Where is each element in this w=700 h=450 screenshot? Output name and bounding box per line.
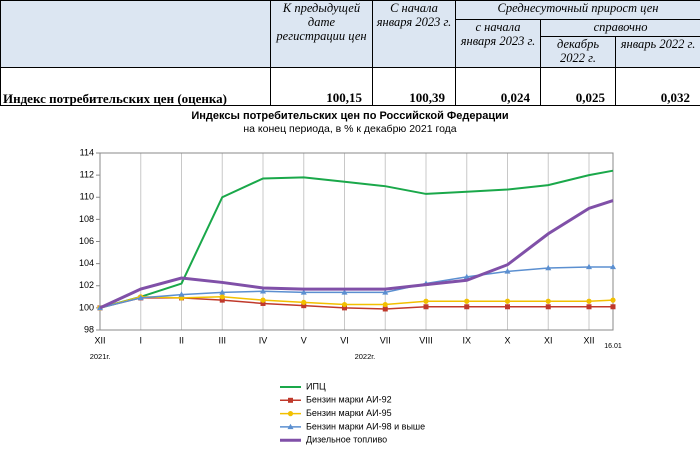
x-tick-label: 16.01 [604, 343, 622, 350]
legend-label: Дизельное топливо [306, 435, 387, 445]
marker [610, 304, 616, 310]
y-tick-label: 100 [79, 302, 94, 312]
marker [610, 297, 616, 303]
x-tick-label: III [218, 335, 226, 345]
marker [260, 300, 266, 306]
y-tick-label: 104 [79, 258, 94, 268]
cell: 100,39 [372, 67, 456, 106]
chart-subtitle: на конец периода, в % к декабрю 2021 год… [243, 123, 456, 135]
marker [586, 298, 592, 304]
y-tick-label: 112 [80, 170, 94, 180]
marker [382, 301, 388, 308]
header-cell: январь 2022 г. [614, 36, 700, 68]
legend-label: ИПЦ [306, 381, 326, 391]
marker [341, 289, 348, 295]
marker [342, 305, 347, 311]
x-tick-label: II [179, 335, 184, 345]
marker [178, 291, 185, 297]
marker [219, 294, 225, 300]
series-line [99, 297, 613, 310]
legend-label: Бензин марки АИ-92 [306, 395, 392, 405]
header-empty [0, 0, 271, 68]
marker [504, 298, 511, 304]
year-label: 2022г. [355, 352, 376, 361]
marker [287, 411, 294, 417]
marker [504, 268, 511, 274]
x-tick-label: XII [94, 335, 105, 345]
marker [586, 304, 592, 310]
x-tick-label: X [504, 335, 510, 345]
x-tick-label: V [301, 335, 307, 345]
marker [545, 298, 551, 304]
marker [260, 288, 266, 294]
marker [300, 289, 307, 295]
header-cell: декабрь 2022 г. [540, 36, 616, 68]
series-line [99, 169, 614, 309]
cell: 0,024 [455, 67, 541, 106]
marker [464, 298, 470, 304]
cell: 100,15 [270, 67, 373, 106]
marker [137, 294, 144, 301]
y-tick-label: 106 [79, 236, 94, 246]
x-tick-label: XII [583, 335, 594, 345]
x-tick-label: IV [259, 335, 268, 345]
marker [341, 301, 348, 308]
marker [219, 289, 226, 295]
marker [464, 304, 470, 310]
series-line [99, 199, 614, 310]
y-tick-label: 102 [79, 280, 94, 290]
marker [463, 273, 470, 280]
row-label: Индекс потребительских цен (оценка) [0, 67, 271, 106]
header-cell: С начала января 2023 г. [372, 0, 456, 68]
series-line [99, 296, 614, 309]
marker [219, 297, 225, 303]
cell: 0,032 [614, 67, 700, 106]
x-tick-label: IX [462, 335, 471, 345]
marker [382, 289, 389, 295]
marker [288, 397, 293, 403]
marker [423, 304, 429, 310]
marker [586, 263, 592, 270]
marker [287, 423, 294, 430]
y-tick-label: 108 [79, 214, 94, 224]
price-table: К предыдущей дате регистрации цен С нача… [0, 0, 700, 106]
x-tick-label: VI [340, 335, 349, 345]
x-tick-label: I [139, 335, 142, 345]
chart: Индексы потребительских цен по Российско… [79, 110, 622, 445]
marker [260, 297, 266, 303]
marker [610, 263, 616, 270]
y-tick-label: 114 [80, 147, 94, 157]
marker [545, 304, 551, 310]
chart-title: Индексы потребительских цен по Российско… [191, 110, 508, 122]
legend-label: Бензин марки АИ-98 и выше [306, 421, 425, 431]
marker [382, 306, 388, 312]
marker [301, 299, 307, 305]
series-line [99, 266, 613, 309]
marker [423, 298, 429, 304]
header-subgroup: справочно [539, 19, 700, 37]
x-tick-label: VII [380, 335, 391, 345]
cell: 0,025 [540, 67, 616, 106]
y-tick-label: 98 [84, 324, 94, 334]
y-tick-label: 110 [80, 192, 94, 202]
header-cell: с начала января 2023 г. [455, 19, 541, 68]
header-group: Среднесуточный прирост цен [454, 0, 700, 20]
marker [545, 264, 552, 271]
legend-label: Бензин марки АИ-95 [306, 408, 392, 418]
x-tick-label: XI [544, 335, 553, 345]
marker [301, 303, 307, 309]
header-cell: К предыдущей дате регистрации цен [270, 0, 373, 68]
year-label: 2021г. [90, 352, 111, 361]
x-tick-label: VIII [419, 335, 433, 345]
marker [505, 304, 510, 310]
